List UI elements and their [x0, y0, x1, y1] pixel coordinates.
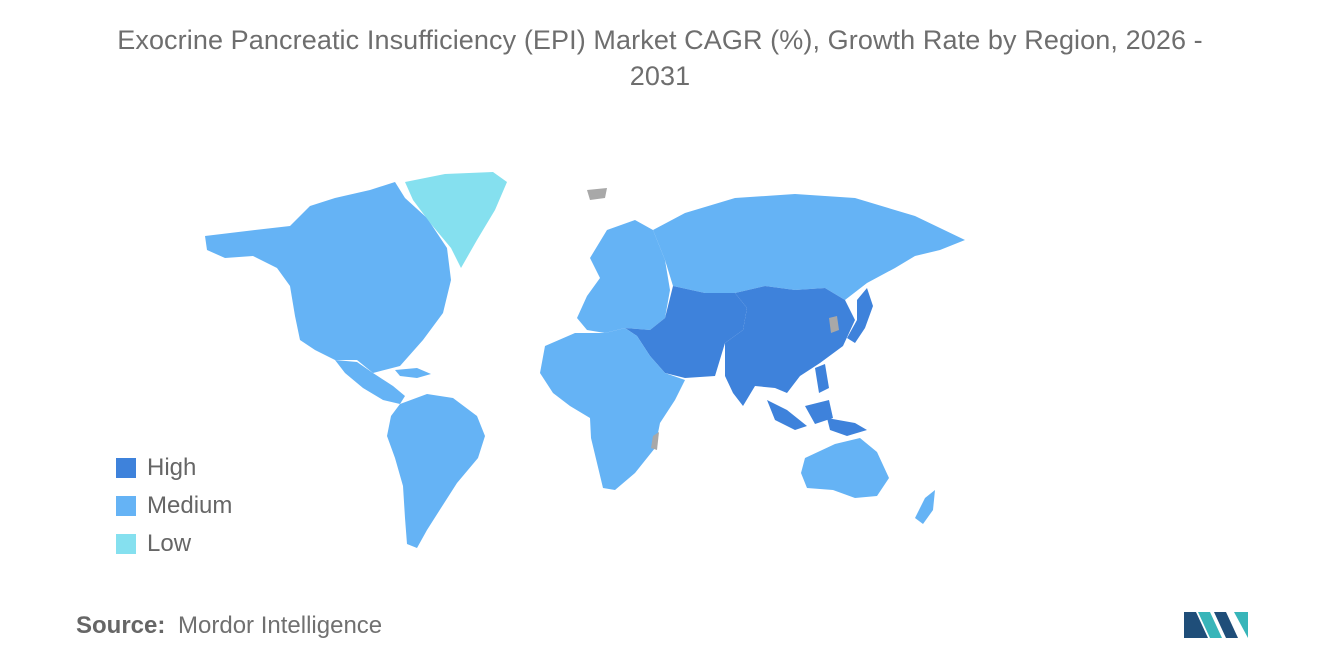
region-korea [829, 316, 839, 333]
legend-item-low: Low [116, 525, 232, 563]
legend-label-medium: Medium [147, 492, 233, 519]
source-line: Source: Mordor Intelligence [76, 612, 382, 640]
region-middle-east-central-asia [625, 286, 747, 378]
region-central-america [335, 360, 405, 404]
region-australia [801, 438, 889, 498]
region-arctic-islands [587, 188, 607, 200]
legend-swatch-high [116, 458, 136, 478]
chart-title: Exocrine Pancreatic Insufficiency (EPI) … [0, 22, 1320, 94]
legend-item-medium: Medium [116, 487, 232, 525]
legend-item-high: High [116, 449, 232, 487]
region-new-zealand [915, 490, 935, 524]
map-legend: High Medium Low [116, 449, 232, 563]
source-label: Source: [76, 612, 166, 639]
region-europe [577, 220, 670, 333]
region-southeast-asia [767, 364, 867, 436]
legend-label-low: Low [147, 530, 192, 557]
legend-swatch-low [116, 534, 136, 554]
legend-label-high: High [147, 454, 197, 481]
region-japan [847, 288, 873, 343]
region-russia [653, 194, 965, 300]
region-north-america [205, 182, 451, 373]
region-madagascar [651, 432, 659, 450]
region-south-east-asia [725, 286, 855, 406]
legend-swatch-medium [116, 496, 136, 516]
mordor-intelligence-logo-icon [1184, 612, 1248, 638]
chart-title-line2: 2031 [629, 61, 691, 91]
region-africa [540, 328, 685, 490]
world-map [205, 172, 965, 548]
source-value: Mordor Intelligence [178, 612, 383, 639]
chart-title-line1: Exocrine Pancreatic Insufficiency (EPI) … [117, 25, 1203, 55]
region-south-america [387, 394, 485, 548]
region-greenland [405, 172, 507, 268]
region-caribbean [395, 368, 431, 378]
